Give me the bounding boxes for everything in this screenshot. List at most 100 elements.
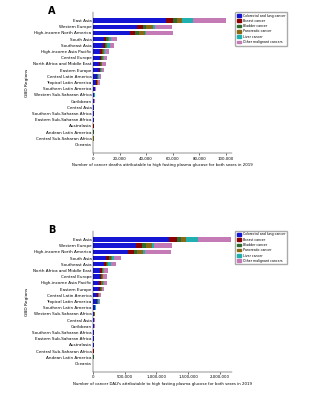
X-axis label: Number of cancer DALYs attributable to high fasting plasma glucose for both sexe: Number of cancer DALYs attributable to h…	[73, 382, 252, 386]
Bar	[93, 293, 97, 297]
Bar	[111, 262, 116, 266]
Bar	[102, 62, 103, 66]
Bar	[177, 237, 181, 242]
Bar	[93, 244, 136, 248]
Bar	[99, 74, 101, 78]
Bar	[137, 250, 143, 254]
Bar	[93, 287, 99, 291]
Bar	[104, 50, 105, 54]
Bar	[135, 31, 139, 35]
Bar	[108, 37, 109, 41]
Bar	[146, 25, 153, 29]
Bar	[107, 262, 108, 266]
Bar	[93, 118, 94, 122]
Bar	[104, 281, 107, 285]
Bar	[103, 268, 104, 272]
Bar	[136, 244, 142, 248]
Bar	[101, 68, 102, 72]
Bar	[95, 87, 96, 91]
Bar	[93, 299, 97, 304]
Bar	[101, 62, 102, 66]
Bar	[186, 237, 198, 242]
Bar	[100, 268, 102, 272]
Bar	[101, 281, 103, 285]
Bar	[101, 56, 102, 60]
Bar	[94, 330, 95, 334]
Bar	[103, 50, 104, 54]
Bar	[93, 312, 94, 316]
Bar	[97, 299, 98, 304]
Bar	[94, 318, 95, 322]
Bar	[198, 237, 231, 242]
Bar	[93, 250, 128, 254]
Bar	[93, 237, 169, 242]
Bar	[93, 87, 95, 91]
Bar	[104, 37, 106, 41]
Bar	[137, 25, 143, 29]
Bar	[93, 37, 104, 41]
Bar	[100, 62, 101, 66]
Bar	[103, 62, 106, 66]
Bar	[111, 37, 117, 41]
Bar	[99, 299, 100, 304]
Bar	[93, 336, 94, 341]
Bar	[111, 256, 112, 260]
Bar	[128, 250, 134, 254]
Bar	[94, 324, 95, 328]
Bar	[102, 268, 103, 272]
Bar	[154, 244, 172, 248]
Bar	[106, 262, 107, 266]
Text: A: A	[48, 6, 56, 16]
Bar	[93, 262, 104, 266]
Legend: Colorectal and lung cancer, Breast cancer, Bladder cancer, Pancreatic cancer, Li: Colorectal and lung cancer, Breast cance…	[235, 12, 287, 46]
Bar	[93, 62, 99, 66]
Bar	[102, 274, 103, 279]
Bar	[93, 274, 100, 279]
Bar	[102, 68, 104, 72]
Bar	[173, 18, 177, 23]
Bar	[93, 324, 94, 328]
Bar	[98, 80, 100, 85]
Bar	[97, 80, 98, 85]
Bar	[103, 281, 104, 285]
Bar	[93, 99, 94, 103]
Bar	[109, 37, 111, 41]
Bar	[93, 343, 94, 347]
Bar	[96, 80, 97, 85]
Bar	[93, 18, 166, 23]
Bar	[93, 349, 94, 353]
Bar	[100, 50, 102, 54]
Bar	[98, 293, 99, 297]
Bar	[102, 56, 103, 60]
Bar	[104, 262, 106, 266]
Bar	[114, 256, 121, 260]
Bar	[99, 68, 100, 72]
X-axis label: Number of cancer deaths attributable to high fasting plasma glucose for both sex: Number of cancer deaths attributable to …	[72, 164, 253, 168]
Bar	[102, 50, 103, 54]
Bar	[107, 43, 110, 48]
Bar	[146, 31, 173, 35]
Bar	[143, 250, 145, 254]
Bar	[93, 31, 130, 35]
Bar	[104, 274, 107, 279]
Bar	[130, 31, 135, 35]
Y-axis label: GBD Regions: GBD Regions	[25, 287, 29, 316]
Bar	[142, 244, 146, 248]
Bar	[134, 250, 137, 254]
Bar	[93, 50, 100, 54]
Bar	[182, 18, 193, 23]
Bar	[93, 93, 94, 97]
Bar	[155, 25, 172, 29]
Bar	[166, 18, 173, 23]
Bar	[94, 99, 95, 103]
Bar	[110, 43, 114, 48]
Bar	[98, 299, 99, 304]
Bar	[105, 50, 109, 54]
Bar	[93, 43, 103, 48]
Bar	[112, 256, 114, 260]
Bar	[93, 25, 137, 29]
Bar	[93, 268, 100, 272]
Bar	[100, 287, 101, 291]
Bar	[93, 68, 99, 72]
Bar	[153, 25, 155, 29]
